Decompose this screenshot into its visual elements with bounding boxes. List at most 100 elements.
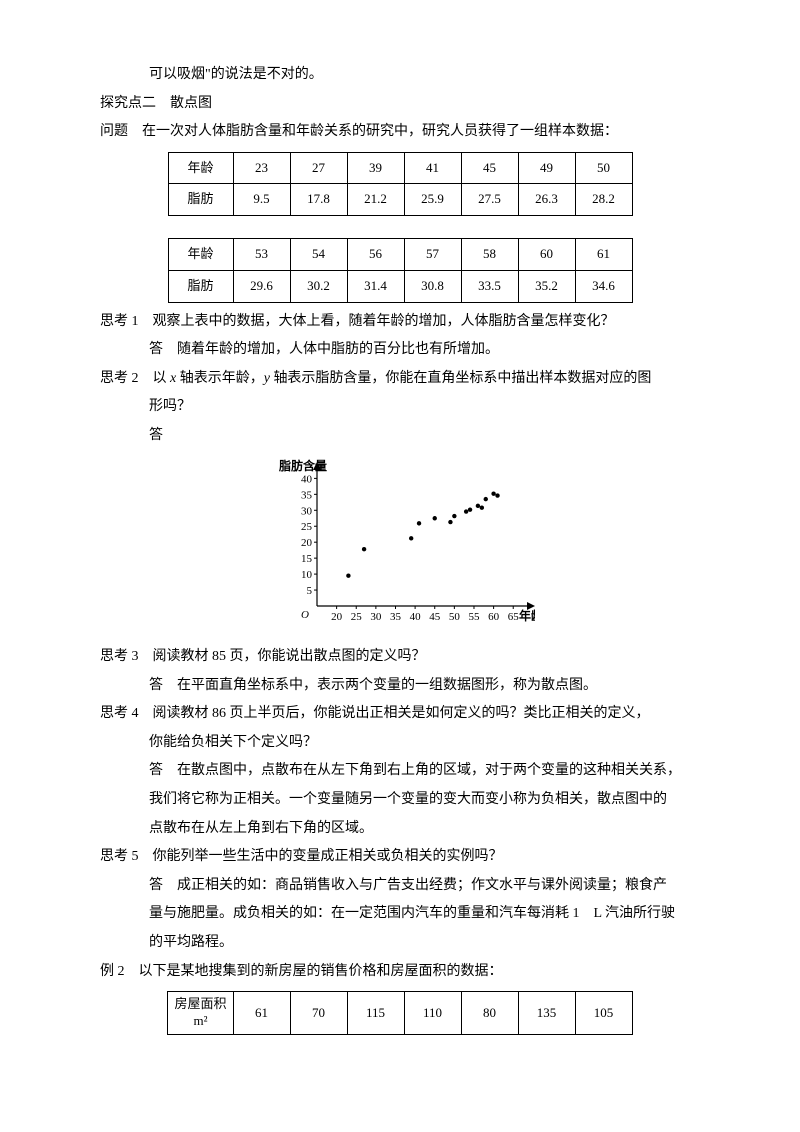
- t5-a3: 的平均路程。: [149, 935, 233, 950]
- cell: 135: [518, 992, 575, 1035]
- t2-pre: 思考 2 以: [100, 371, 170, 386]
- row-header-age: 年龄: [168, 152, 233, 184]
- think-3-answer: 答 在平面直角坐标系中，表示两个变量的一组数据图形，称为散点图。: [100, 673, 700, 700]
- t4-q1: 思考 4 阅读教材 86 页上半页后，你能说出正相关是如何定义的吗？类比正相关的…: [100, 706, 650, 721]
- cell: 53: [233, 239, 290, 271]
- t5-a2: 量与施肥量。成负相关的如：在一定范围内汽车的重量和汽车每消耗 1 L 汽油所行驶: [149, 906, 675, 921]
- cell: 39: [347, 152, 404, 184]
- cell: 70: [290, 992, 347, 1035]
- think-1-a-text: 答 随着年龄的增加，人体中脂肪的百分比也有所增加。: [149, 342, 499, 357]
- think-2-question: 思考 2 以 x 轴表示年龄，y 轴表示脂肪含量，你能在直角坐标系中描出样本数据…: [100, 366, 700, 393]
- scatter-chart: 51015202530354020253035404550556065O脂肪含量…: [100, 458, 700, 639]
- svg-text:45: 45: [429, 611, 441, 623]
- cell: 31.4: [347, 270, 404, 302]
- cell: 23: [233, 152, 290, 184]
- cell: 27: [290, 152, 347, 184]
- cell: 30.8: [404, 270, 461, 302]
- data-table-1: 年龄 23 27 39 41 45 49 50 脂肪 9.5 17.8 21.2…: [168, 152, 633, 216]
- t4-a2: 我们将它称为正相关。一个变量随另一个变量的变大而变小称为负相关，散点图中的: [149, 792, 667, 807]
- t2-mid2: 轴表示脂肪含量，你能在直角坐标系中描出样本数据对应的图: [270, 371, 652, 386]
- t4-a3: 点散布在从左上角到右下角的区域。: [149, 821, 373, 836]
- svg-text:65: 65: [508, 611, 520, 623]
- cell: 35.2: [518, 270, 575, 302]
- svg-text:25: 25: [301, 521, 313, 533]
- t5-q: 思考 5 你能列举一些生活中的变量成正相关或负相关的实例吗？: [100, 849, 503, 864]
- think-1-q-text: 思考 1 观察上表中的数据，大体上看，随着年龄的增加，人体脂肪含量怎样变化？: [100, 314, 615, 329]
- think-5-answer-l2: 量与施肥量。成负相关的如：在一定范围内汽车的重量和汽车每消耗 1 L 汽油所行驶: [100, 901, 700, 928]
- cell: 50: [575, 152, 632, 184]
- cell: 41: [404, 152, 461, 184]
- area-label-l1: 房屋面积: [174, 996, 226, 1011]
- t5-a1: 答 成正相关的如：商品销售收入与广告支出经费；作文水平与课外阅读量；粮食产: [149, 878, 667, 893]
- svg-text:60: 60: [488, 611, 500, 623]
- think-1-answer: 答 随着年龄的增加，人体中脂肪的百分比也有所增加。: [100, 337, 700, 364]
- section-2-title-text: 探究点二 散点图: [100, 96, 212, 111]
- cell: 56: [347, 239, 404, 271]
- t3-q: 思考 3 阅读教材 85 页，你能说出散点图的定义吗？: [100, 649, 426, 664]
- cell: 25.9: [404, 184, 461, 216]
- svg-text:55: 55: [468, 611, 480, 623]
- think-4-question-l1: 思考 4 阅读教材 86 页上半页后，你能说出正相关是如何定义的吗？类比正相关的…: [100, 701, 700, 728]
- row-header-age: 年龄: [168, 239, 233, 271]
- row-header-area: 房屋面积 m²: [168, 992, 233, 1035]
- t4-a1: 答 在散点图中，点散布在从左下角到右上角的区域，对于两个变量的这种相关关系，: [149, 763, 681, 778]
- cell: 115: [347, 992, 404, 1035]
- t2-a: 答: [149, 428, 163, 443]
- row-header-fat: 脂肪: [168, 184, 233, 216]
- cell: 61: [233, 992, 290, 1035]
- think-5-answer-l3: 的平均路程。: [100, 930, 700, 957]
- think-3-question: 思考 3 阅读教材 85 页，你能说出散点图的定义吗？: [100, 644, 700, 671]
- svg-text:30: 30: [370, 611, 382, 623]
- cell: 45: [461, 152, 518, 184]
- cell: 54: [290, 239, 347, 271]
- svg-text:20: 20: [301, 537, 313, 549]
- svg-text:40: 40: [301, 473, 313, 485]
- table-row: 年龄 23 27 39 41 45 49 50: [168, 152, 632, 184]
- svg-text:15: 15: [301, 553, 313, 565]
- example-2-table: 房屋面积 m² 61 70 115 110 80 135 105: [167, 991, 632, 1035]
- cell: 61: [575, 239, 632, 271]
- cell: 34.6: [575, 270, 632, 302]
- svg-text:50: 50: [449, 611, 461, 623]
- think-5-answer-l1: 答 成正相关的如：商品销售收入与广告支出经费；作文水平与课外阅读量；粮食产: [100, 873, 700, 900]
- cell: 29.6: [233, 270, 290, 302]
- svg-text:5: 5: [307, 585, 313, 597]
- svg-text:10: 10: [301, 569, 313, 581]
- cell: 17.8: [290, 184, 347, 216]
- svg-text:20: 20: [331, 611, 343, 623]
- problem-statement: 问题 在一次对人体脂肪含量和年龄关系的研究中，研究人员获得了一组样本数据：: [100, 119, 700, 146]
- think-4-answer-l3: 点散布在从左上角到右下角的区域。: [100, 816, 700, 843]
- cell: 30.2: [290, 270, 347, 302]
- area-label-l2: m²: [193, 1013, 207, 1028]
- cell: 105: [575, 992, 632, 1035]
- think-4-answer-l2: 我们将它称为正相关。一个变量随另一个变量的变大而变小称为负相关，散点图中的: [100, 787, 700, 814]
- think-5-question: 思考 5 你能列举一些生活中的变量成正相关或负相关的实例吗？: [100, 844, 700, 871]
- think-4-question-l2: 你能给负相关下个定义吗？: [100, 730, 700, 757]
- cell: 33.5: [461, 270, 518, 302]
- cell: 9.5: [233, 184, 290, 216]
- table-row: 脂肪 9.5 17.8 21.2 25.9 27.5 26.3 28.2: [168, 184, 632, 216]
- cell: 57: [404, 239, 461, 271]
- svg-text:40: 40: [410, 611, 422, 623]
- t3-a: 答 在平面直角坐标系中，表示两个变量的一组数据图形，称为散点图。: [149, 678, 597, 693]
- svg-text:25: 25: [351, 611, 363, 623]
- row-header-fat: 脂肪: [168, 270, 233, 302]
- cont-text: 可以吸烟"的说法是不对的。: [149, 67, 323, 82]
- cell: 110: [404, 992, 461, 1035]
- cell: 28.2: [575, 184, 632, 216]
- table-row: 脂肪 29.6 30.2 31.4 30.8 33.5 35.2 34.6: [168, 270, 632, 302]
- t4-q2: 你能给负相关下个定义吗？: [149, 735, 317, 750]
- think-2-answer: 答: [100, 423, 700, 450]
- example-2-intro: 例 2 以下是某地搜集到的新房屋的销售价格和房屋面积的数据：: [100, 959, 700, 986]
- svg-text:35: 35: [390, 611, 402, 623]
- continuation-line: 可以吸烟"的说法是不对的。: [100, 62, 700, 89]
- t2-mid1: 轴表示年龄，: [176, 371, 264, 386]
- section-2-title: 探究点二 散点图: [100, 91, 700, 118]
- cell: 27.5: [461, 184, 518, 216]
- svg-text:35: 35: [301, 489, 313, 501]
- ex2-intro-text: 例 2 以下是某地搜集到的新房屋的销售价格和房屋面积的数据：: [100, 964, 503, 979]
- cell: 58: [461, 239, 518, 271]
- scatter-svg: 51015202530354020253035404550556065O脂肪含量…: [265, 458, 535, 628]
- cell: 21.2: [347, 184, 404, 216]
- data-table-2: 年龄 53 54 56 57 58 60 61 脂肪 29.6 30.2 31.…: [168, 238, 633, 302]
